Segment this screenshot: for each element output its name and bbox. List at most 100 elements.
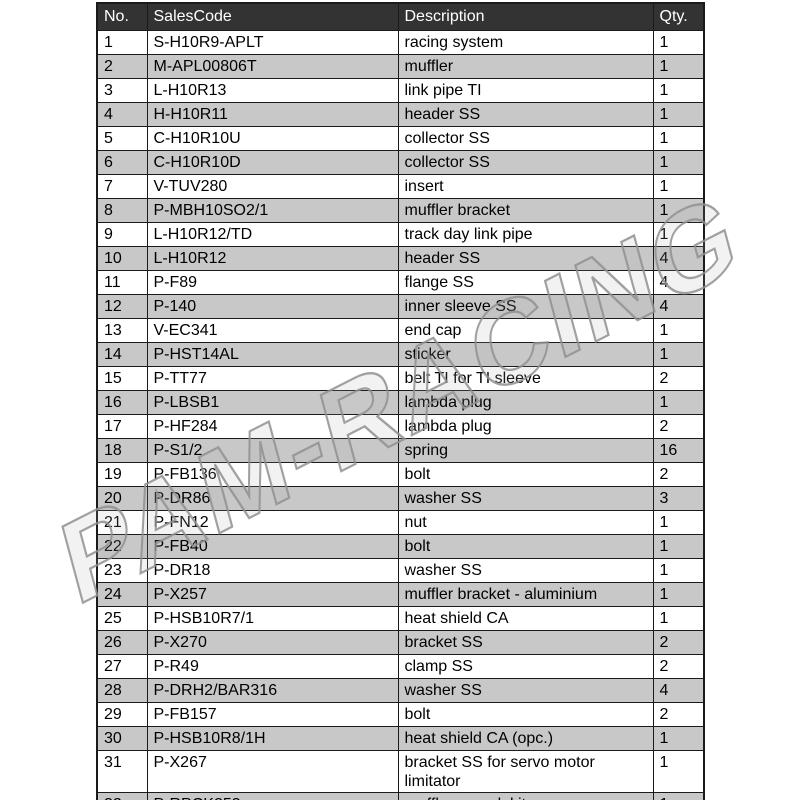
column-header-salescode: SalesCode <box>146 2 399 31</box>
cell-no: 18 <box>96 438 148 463</box>
table-row: 21 P-FN12 nut 1 <box>96 510 705 535</box>
cell-description: spring <box>397 438 654 463</box>
cell-qty: 1 <box>652 726 705 751</box>
table-row: 6 C-H10R10D collector SS 1 <box>96 150 705 175</box>
cell-description: bolt <box>397 534 654 559</box>
cell-qty: 1 <box>652 198 705 223</box>
cell-description: belt TI for TI sleeve <box>397 366 654 391</box>
cell-no: 13 <box>96 318 148 343</box>
table-row: 4 H-H10R11 header SS 1 <box>96 102 705 127</box>
cell-sales-code: P-MBH10SO2/1 <box>146 198 399 223</box>
table-row: 32P-RPCK253muffler repack kit1 <box>96 792 705 800</box>
cell-qty: 1 <box>652 582 705 607</box>
cell-description: muffler bracket <box>397 198 654 223</box>
table-row: 14 P-HST14AL sticker 1 <box>96 342 705 367</box>
cell-no: 31 <box>96 750 148 793</box>
table-row: 10 L-H10R12 header SS 4 <box>96 246 705 271</box>
table-header-row: No. SalesCode Description Qty. <box>96 2 705 31</box>
cell-no: 7 <box>96 174 148 199</box>
cell-sales-code: C-H10R10U <box>146 126 399 151</box>
cell-no: 9 <box>96 222 148 247</box>
cell-sales-code: S-H10R9-APLT <box>146 30 399 55</box>
cell-qty: 16 <box>652 438 705 463</box>
cell-description: lambda plug <box>397 414 654 439</box>
cell-sales-code: P-DR18 <box>146 558 399 583</box>
cell-description: muffler bracket - aluminium <box>397 582 654 607</box>
table-row: 8 P-MBH10SO2/1 muffler bracket 1 <box>96 198 705 223</box>
cell-no: 28 <box>96 678 148 703</box>
cell-no: 30 <box>96 726 148 751</box>
cell-description: bolt <box>397 702 654 727</box>
cell-no: 32 <box>96 792 148 800</box>
cell-sales-code: P-S1/2 <box>146 438 399 463</box>
cell-qty: 1 <box>652 102 705 127</box>
cell-sales-code: C-H10R10D <box>146 150 399 175</box>
cell-description: header SS <box>397 246 654 271</box>
cell-no: 8 <box>96 198 148 223</box>
cell-sales-code: P-HSB10R8/1H <box>146 726 399 751</box>
cell-description: heat shield CA (opc.) <box>397 726 654 751</box>
cell-qty: 1 <box>652 54 705 79</box>
cell-sales-code: P-FB40 <box>146 534 399 559</box>
cell-description: header SS <box>397 102 654 127</box>
cell-qty: 1 <box>652 534 705 559</box>
cell-sales-code: H-H10R11 <box>146 102 399 127</box>
parts-table: No. SalesCode Description Qty. 1 S-H10R9-… <box>96 2 705 800</box>
cell-sales-code: P-R49 <box>146 654 399 679</box>
table-body: 1 S-H10R9-APLT racing system 1 2 M-APL00806T m… <box>96 30 705 800</box>
cell-no: 16 <box>96 390 148 415</box>
cell-description: washer SS <box>397 678 654 703</box>
cell-no: 3 <box>96 78 148 103</box>
table-row: 2 M-APL00806T muffler 1 <box>96 54 705 79</box>
cell-qty: 2 <box>652 366 705 391</box>
table-row: 12 P-140 inner sleeve SS 4 <box>96 294 705 319</box>
cell-description: inner sleeve SS <box>397 294 654 319</box>
cell-description: bracket SS for servo motor limitator <box>397 750 654 793</box>
table-row: 29 P-FB157 bolt 2 <box>96 702 705 727</box>
cell-qty: 1 <box>652 222 705 247</box>
table-row: 28 P-DRH2/BAR316 washer SS 4 <box>96 678 705 703</box>
cell-no: 21 <box>96 510 148 535</box>
cell-sales-code: P-DR86 <box>146 486 399 511</box>
table-row: 26 P-X270 bracket SS 2 <box>96 630 705 655</box>
cell-no: 2 <box>96 54 148 79</box>
cell-sales-code: P-FN12 <box>146 510 399 535</box>
cell-sales-code: P-RPCK253 <box>146 792 399 800</box>
cell-qty: 1 <box>652 30 705 55</box>
cell-sales-code: P-X257 <box>146 582 399 607</box>
cell-no: 22 <box>96 534 148 559</box>
cell-sales-code: P-140 <box>146 294 399 319</box>
table-row: 16 P-LBSB1 lambda plug 1 <box>96 390 705 415</box>
cell-description: muffler repack kit <box>397 792 654 800</box>
cell-sales-code: V-TUV280 <box>146 174 399 199</box>
cell-qty: 1 <box>652 78 705 103</box>
cell-qty: 2 <box>652 702 705 727</box>
table-row: 18 P-S1/2 spring 16 <box>96 438 705 463</box>
cell-qty: 3 <box>652 486 705 511</box>
cell-qty: 1 <box>652 174 705 199</box>
cell-qty: 2 <box>652 414 705 439</box>
cell-qty: 1 <box>652 390 705 415</box>
table-row: 31 P-X267 bracket SS for servo motor limit… <box>96 750 705 793</box>
cell-sales-code: P-DRH2/BAR316 <box>146 678 399 703</box>
table-row: 19 P-FB136 bolt 2 <box>96 462 705 487</box>
cell-description: bracket SS <box>397 630 654 655</box>
cell-no: 19 <box>96 462 148 487</box>
cell-description: track day link pipe <box>397 222 654 247</box>
table-row: 13 V-EC341 end cap 1 <box>96 318 705 343</box>
cell-qty: 2 <box>652 654 705 679</box>
table-row: 25 P-HSB10R7/1 heat shield CA 1 <box>96 606 705 631</box>
cell-description: insert <box>397 174 654 199</box>
cell-sales-code: L-H10R13 <box>146 78 399 103</box>
cell-no: 24 <box>96 582 148 607</box>
cell-no: 14 <box>96 342 148 367</box>
cell-no: 26 <box>96 630 148 655</box>
table-row: 30 P-HSB10R8/1H heat shield CA (opc.) 1 <box>96 726 705 751</box>
cell-qty: 4 <box>652 678 705 703</box>
cell-sales-code: P-FB157 <box>146 702 399 727</box>
cell-no: 29 <box>96 702 148 727</box>
cell-qty: 2 <box>652 630 705 655</box>
cell-no: 25 <box>96 606 148 631</box>
cell-qty: 1 <box>652 150 705 175</box>
cell-qty: 1 <box>652 606 705 631</box>
